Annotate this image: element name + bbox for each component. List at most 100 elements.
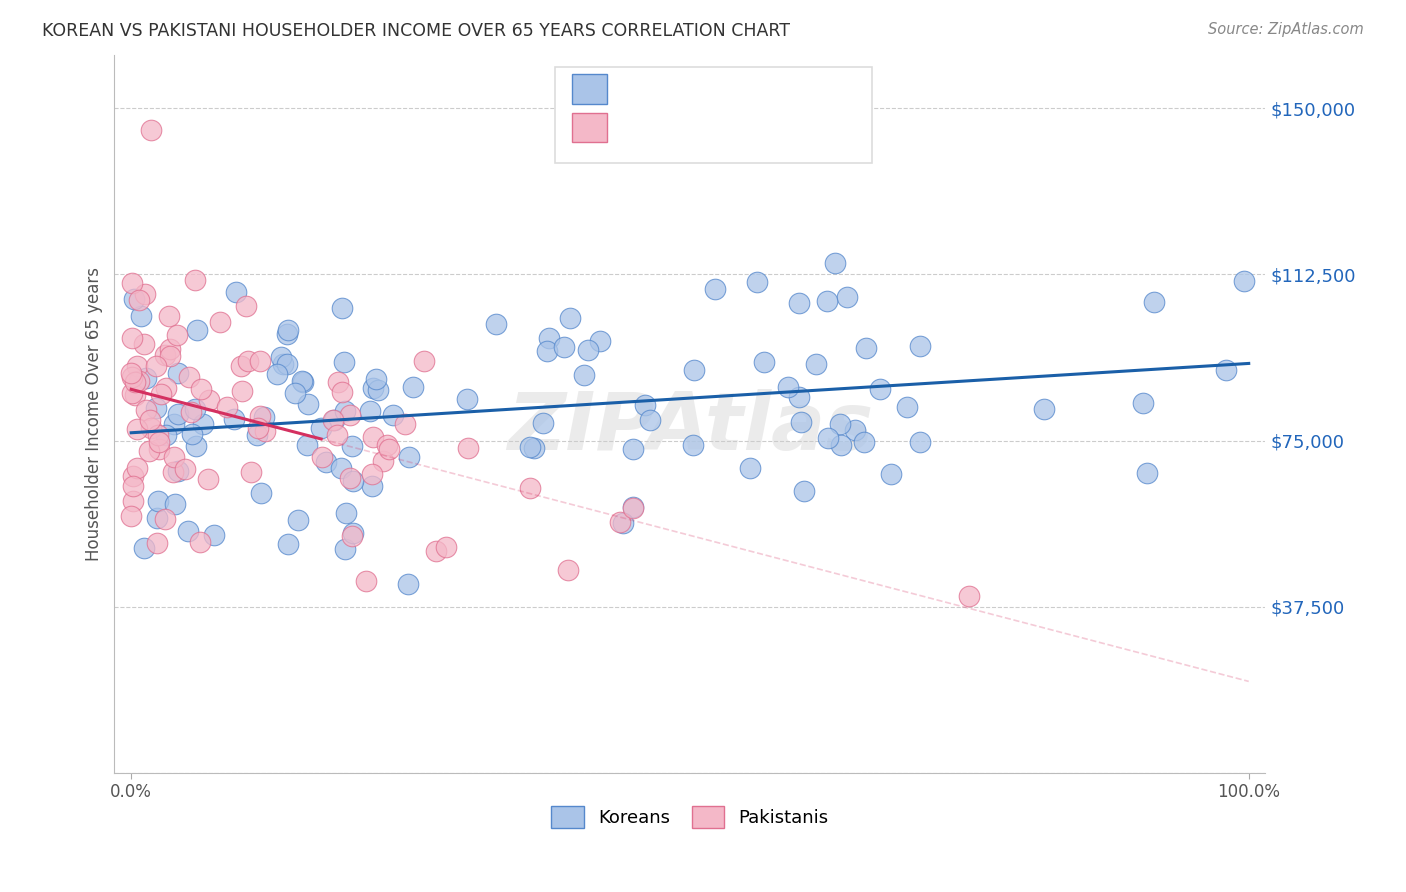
Point	[240, 465, 263, 479]
Point	[323, 413, 346, 427]
Point	[434, 540, 457, 554]
Point	[179, 369, 201, 384]
Point	[908, 339, 931, 353]
Point	[844, 423, 866, 437]
Point	[132, 541, 155, 556]
Point	[235, 299, 257, 313]
Point	[184, 273, 207, 287]
Point	[412, 353, 434, 368]
Point	[908, 434, 931, 449]
Point	[752, 355, 775, 369]
Point	[148, 442, 170, 456]
Point	[149, 387, 172, 401]
Point	[148, 434, 170, 449]
Point	[339, 408, 361, 422]
Point	[828, 417, 851, 431]
Point	[896, 400, 918, 414]
Point	[367, 383, 389, 397]
Point	[531, 416, 554, 430]
Point	[145, 401, 167, 416]
Point	[121, 330, 143, 344]
Point	[246, 428, 269, 442]
Point	[163, 417, 186, 432]
Point	[284, 385, 307, 400]
Point	[361, 479, 384, 493]
Text: 108: 108	[776, 80, 814, 98]
Point	[869, 382, 891, 396]
Point	[574, 368, 596, 383]
Point	[277, 323, 299, 337]
Point	[789, 415, 811, 429]
Point	[557, 562, 579, 576]
Point	[1143, 295, 1166, 310]
Point	[425, 543, 447, 558]
Point	[778, 380, 800, 394]
Point	[485, 318, 508, 332]
Point	[824, 256, 846, 270]
Point	[181, 427, 204, 442]
Point	[139, 413, 162, 427]
Text: 0.146: 0.146	[657, 80, 720, 98]
Point	[315, 454, 337, 468]
Point	[354, 574, 377, 589]
Point	[361, 467, 384, 482]
Point	[787, 390, 810, 404]
Point	[146, 494, 169, 508]
Point	[121, 385, 143, 400]
Point	[141, 123, 163, 137]
Point	[291, 376, 314, 390]
Point	[333, 404, 356, 418]
Point	[236, 354, 259, 368]
Point	[339, 471, 361, 485]
Point	[138, 443, 160, 458]
Point	[612, 516, 634, 530]
Point	[1136, 467, 1159, 481]
Point	[193, 417, 215, 432]
Point	[180, 405, 202, 419]
Point	[523, 441, 546, 455]
Point	[398, 450, 420, 464]
Point	[1132, 396, 1154, 410]
Point	[852, 434, 875, 449]
Point	[148, 428, 170, 442]
Point	[363, 430, 385, 444]
Text: KOREAN VS PAKISTANI HOUSEHOLDER INCOME OVER 65 YEARS CORRELATION CHART: KOREAN VS PAKISTANI HOUSEHOLDER INCOME O…	[42, 22, 790, 40]
Point	[124, 375, 146, 389]
Point	[134, 287, 156, 301]
Point	[322, 413, 344, 427]
Point	[326, 375, 349, 389]
Point	[166, 328, 188, 343]
Point	[295, 438, 318, 452]
Point	[333, 355, 356, 369]
Point	[804, 357, 827, 371]
Point	[121, 276, 143, 290]
Point	[250, 486, 273, 500]
Point	[254, 425, 277, 439]
Point	[682, 438, 704, 452]
Point	[335, 506, 357, 520]
Point	[166, 408, 188, 422]
Point	[537, 331, 560, 345]
Point	[127, 421, 149, 435]
Point	[120, 366, 142, 380]
Point	[128, 293, 150, 307]
Point	[145, 359, 167, 373]
Point	[122, 479, 145, 493]
Point	[222, 411, 245, 425]
Point	[229, 359, 252, 374]
Text: 81: 81	[776, 119, 807, 136]
Point	[122, 493, 145, 508]
Point	[163, 450, 186, 464]
Point	[177, 524, 200, 538]
Point	[186, 323, 208, 337]
Point	[125, 461, 148, 475]
Point	[249, 409, 271, 423]
Point	[128, 374, 150, 388]
Point	[394, 417, 416, 432]
Text: ZIPAtlas: ZIPAtlas	[506, 389, 873, 467]
Point	[553, 340, 575, 354]
Point	[291, 374, 314, 388]
Point	[277, 537, 299, 551]
Point	[225, 285, 247, 300]
Point	[217, 401, 239, 415]
